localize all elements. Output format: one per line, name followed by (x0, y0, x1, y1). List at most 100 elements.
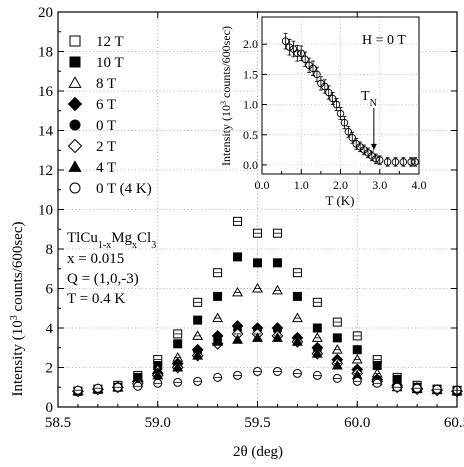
data-point (351, 353, 363, 364)
series-0-t-4-k- (73, 366, 462, 395)
inset-data-point (301, 55, 309, 64)
inset-data-point (321, 82, 329, 91)
inset-data-point (297, 49, 306, 57)
inset-data-points (281, 32, 419, 167)
data-point (213, 291, 223, 301)
data-point (272, 258, 282, 268)
main-y-tick-label: 18 (38, 45, 53, 61)
main-x-tick-label: 59.0 (145, 415, 171, 431)
inset-x-tick-label: 3.0 (372, 178, 387, 192)
data-point (192, 350, 204, 360)
data-point (252, 332, 263, 342)
inset-data-point (376, 156, 384, 164)
data-point (193, 315, 203, 325)
inset-data-point (407, 158, 415, 166)
sample-formula: TlCu1-xMgxCl3 (67, 230, 156, 251)
main-y-tick-label: 20 (38, 5, 53, 21)
data-point (232, 286, 244, 297)
inset-data-point (399, 158, 408, 166)
inset-data-point (309, 64, 317, 73)
inset-x-tick-label: 2.0 (333, 178, 348, 192)
sample-temperature: T = 0.4 K (67, 291, 125, 307)
data-point (312, 323, 322, 333)
legend-label: 12 T (96, 34, 124, 50)
data-point (253, 258, 262, 268)
data-point (212, 312, 224, 323)
main-y-tick-label: 16 (38, 84, 54, 100)
inset-data-point (285, 43, 294, 51)
inset-field-label: H = 0 T (362, 33, 406, 48)
data-point (331, 359, 343, 370)
sample-doping: x = 0.015 (67, 251, 124, 267)
data-point (332, 333, 342, 343)
inset-y-tick-label: 0.0 (243, 158, 258, 172)
data-point (311, 332, 323, 342)
sample-annotation: TlCu1-xMgxCl3 x = 0.015 Q = (1,0,-3) T =… (67, 230, 156, 307)
series-0-t (73, 325, 462, 396)
legend-marker (68, 76, 82, 88)
legend-label: 0 T (96, 118, 116, 134)
data-point (352, 345, 362, 355)
inset-data-point (344, 127, 353, 136)
legend-label: 4 T (96, 160, 116, 176)
inset-data-point (372, 155, 380, 163)
inset-y-axis-label: Intensity (103 counts/600sec) (219, 26, 234, 166)
inset-data-point (336, 109, 345, 118)
main-y-axis-label: Intensity (103 counts/600sec) (9, 222, 27, 397)
main-plot: 58.5 59.0 59.5 60.0 60.5 0 2 4 6 8 10 12 14 16 18 20 2θ… (9, 5, 464, 460)
data-point (212, 336, 224, 346)
inset-axis-ticks: 0.0 1.0 2.0 3.0 4.0 0.0 0.5 1.0 1.5 2.0 (243, 37, 427, 192)
inset-y-tick-label: 1.5 (243, 67, 258, 81)
series-4-t (72, 332, 463, 396)
main-y-tick-label: 12 (38, 163, 53, 179)
data-point (291, 336, 303, 346)
legend-label: 0 T (4 K) (96, 181, 152, 197)
legend-label: 8 T (96, 76, 116, 92)
data-point (271, 284, 283, 295)
series-6-t (72, 320, 463, 398)
legend-marker (69, 182, 81, 194)
data-point (271, 332, 283, 342)
data-point (173, 339, 183, 349)
inset-tn-label: TN (361, 89, 377, 109)
main-y-tick-label: 4 (46, 321, 54, 337)
legend-marker (69, 119, 81, 131)
legend-marker (69, 56, 81, 68)
inset-y-tick-label: 0.5 (243, 128, 258, 142)
main-y-tick-label: 6 (46, 282, 54, 298)
inset-x-axis-label: T (K) (325, 193, 354, 208)
tn-arrow-head (370, 143, 377, 150)
data-point (172, 361, 184, 372)
main-x-tick-label: 58.5 (45, 415, 71, 431)
main-y-tick-label: 0 (46, 400, 54, 416)
main-x-axis-label: 2θ (deg) (233, 444, 283, 460)
main-y-tick-label: 8 (46, 242, 54, 258)
main-y-tick-label: 2 (46, 361, 54, 377)
legend-label: 6 T (96, 97, 116, 113)
data-point (331, 344, 343, 354)
series-8-t (72, 282, 463, 396)
tn-arrow (370, 108, 377, 150)
legend: 12 T 10 T 8 T 6 T 0 T 2 T 4 T 0 T (4 K) (67, 34, 152, 197)
inset-y-tick-label: 1.0 (243, 98, 258, 112)
main-y-tick-label: 10 (38, 203, 53, 219)
main-y-tick-label: 14 (38, 124, 54, 140)
inset-data-point (411, 158, 419, 166)
inset-data-point (289, 45, 298, 53)
inset-data-point (293, 49, 302, 57)
inset-data-point (313, 70, 321, 79)
main-axis-ticks: 58.5 59.0 59.5 60.0 60.5 0 2 4 6 8 10 12 14 16 18 20 (38, 5, 464, 431)
main-x-tick-label: 60.5 (444, 415, 464, 431)
inset-x-tick-label: 0.0 (255, 178, 270, 192)
legend-label: 10 T (96, 55, 124, 71)
inset-data-point (391, 158, 400, 166)
data-point (311, 348, 323, 358)
legend-marker (67, 138, 83, 154)
data-point (192, 330, 204, 340)
inset-x-tick-label: 1.0 (294, 178, 309, 192)
data-point (233, 252, 243, 262)
main-data-points (72, 216, 463, 398)
main-x-tick-label: 60.0 (344, 415, 370, 431)
data-point (291, 312, 303, 323)
